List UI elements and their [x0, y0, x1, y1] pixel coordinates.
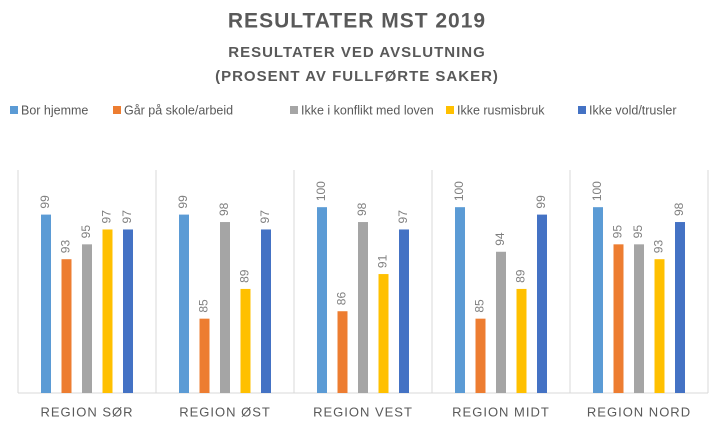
x-tick-label: REGION NORD [587, 404, 691, 419]
data-label: 98 [355, 202, 369, 216]
legend-label: Bor hjemme [21, 103, 88, 117]
bar [240, 288, 251, 393]
bar [179, 214, 189, 393]
data-label: 89 [238, 269, 252, 283]
bar [102, 229, 113, 393]
bar [516, 288, 527, 393]
data-label: 100 [452, 181, 466, 201]
bar [613, 244, 624, 393]
data-label: 95 [611, 225, 625, 239]
data-label: 100 [314, 181, 328, 201]
bar [82, 244, 92, 393]
legend-swatch [113, 106, 121, 114]
data-label: 99 [534, 195, 548, 209]
data-label: 95 [631, 225, 645, 239]
data-label: 95 [79, 225, 93, 239]
bar [220, 222, 230, 393]
data-label: 86 [335, 292, 349, 306]
bar [496, 251, 506, 393]
bar [475, 318, 486, 393]
bar [123, 229, 133, 393]
bar [61, 259, 72, 393]
bar [199, 318, 210, 393]
data-label: 93 [59, 240, 73, 254]
legend-label: Går på skole/arbeid [124, 103, 233, 117]
bar [358, 222, 368, 393]
data-label: 97 [258, 210, 272, 224]
bar [337, 311, 348, 393]
bar [593, 207, 603, 393]
legend-swatch [446, 106, 454, 114]
data-label: 98 [217, 202, 231, 216]
x-tick-label: REGION ØST [179, 404, 271, 419]
data-label: 91 [376, 254, 390, 268]
legend-label: Ikke vold/trusler [589, 103, 677, 117]
bar [399, 229, 409, 393]
bar [41, 214, 51, 393]
data-label: 85 [473, 299, 487, 313]
legend-label: Ikke rusmisbruk [457, 103, 545, 117]
bar [537, 214, 547, 393]
chart-subtitle: RESULTATER VED AVSLUTNING [228, 44, 486, 61]
data-label: 99 [176, 195, 190, 209]
data-label: 97 [100, 210, 114, 224]
bar [675, 222, 685, 393]
chart-subtitle: (PROSENT AV FULLFØRTE SAKER) [215, 68, 499, 85]
data-label: 98 [672, 202, 686, 216]
bar [634, 244, 644, 393]
data-label: 93 [652, 240, 666, 254]
legend-swatch [290, 106, 298, 114]
bar [455, 207, 465, 393]
data-label: 94 [493, 232, 507, 246]
bar [261, 229, 271, 393]
x-tick-label: REGION VEST [313, 404, 413, 419]
data-label: 89 [514, 269, 528, 283]
bar [378, 274, 389, 393]
x-tick-label: REGION SØR [40, 404, 133, 419]
data-label: 99 [38, 195, 52, 209]
x-tick-label: REGION MIDT [452, 404, 550, 419]
data-label: 97 [396, 210, 410, 224]
data-label: 85 [197, 299, 211, 313]
legend-swatch [578, 106, 586, 114]
data-label: 97 [120, 210, 134, 224]
bar [654, 259, 665, 393]
bar [317, 207, 327, 393]
legend-swatch [10, 106, 18, 114]
chart-title: RESULTATER MST 2019 [228, 10, 486, 33]
legend-label: Ikke i konflikt med loven [301, 103, 434, 117]
data-label: 100 [590, 181, 604, 201]
